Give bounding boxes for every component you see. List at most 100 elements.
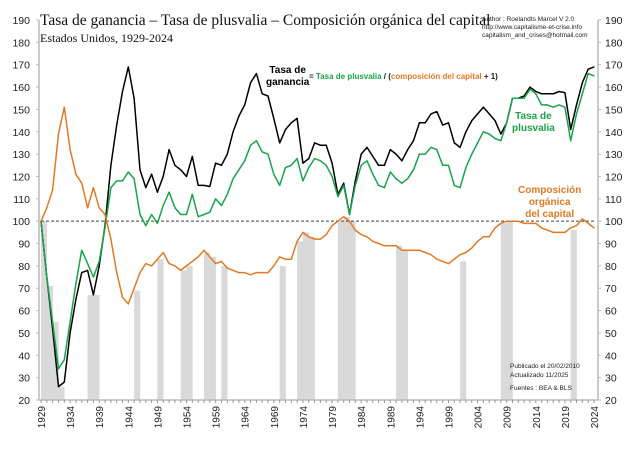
data-point-1	[127, 171, 129, 173]
data-point-2	[471, 247, 473, 249]
data-point-1	[488, 133, 490, 135]
data-point-0	[209, 185, 211, 188]
y-tick-label-left: 20	[18, 395, 30, 407]
data-point-1	[552, 106, 554, 108]
x-tick-label: 1984	[357, 406, 368, 429]
data-point-1	[424, 153, 426, 155]
data-point-1	[145, 225, 147, 227]
data-point-2	[226, 267, 228, 269]
data-point-0	[325, 144, 327, 146]
data-point-0	[535, 90, 537, 93]
label-tasa-de-plusvalia: Tasa de plusvalia	[512, 111, 555, 135]
recession-bar	[221, 265, 228, 400]
data-point-2	[110, 238, 112, 240]
data-point-2	[529, 222, 531, 225]
y-tick-label-right: 30	[605, 373, 617, 385]
recession-bar	[203, 252, 211, 400]
y-tick-label-left: 70	[18, 283, 30, 295]
data-point-0	[465, 131, 467, 133]
data-point-0	[116, 124, 118, 126]
x-tick-label: 2024	[590, 406, 601, 429]
data-point-0	[139, 169, 141, 171]
series-line-0	[40, 66, 595, 388]
recession-bar	[302, 232, 310, 400]
data-point-0	[383, 164, 386, 166]
author-name: Author : Roelandts Marcel V 2.0	[482, 16, 575, 23]
equation: = Tasa de plusvalia / (composición del c…	[309, 72, 498, 81]
recession-bar	[157, 259, 164, 400]
y-tick-label-left: 90	[18, 239, 30, 251]
data-point-1	[511, 97, 514, 99]
data-point-1	[354, 184, 356, 187]
data-point-0	[488, 113, 490, 115]
data-point-0	[436, 111, 438, 113]
y-tick-label-left: 160	[12, 82, 30, 94]
data-point-1	[249, 144, 252, 146]
data-point-2	[238, 271, 240, 274]
x-tick-label: 1994	[415, 406, 426, 429]
data-point-0	[226, 153, 228, 155]
data-point-2	[273, 265, 275, 267]
data-point-2	[372, 240, 374, 242]
data-point-1	[92, 276, 94, 278]
data-point-2	[302, 231, 304, 233]
y-tick-label-right: 40	[605, 350, 617, 362]
data-point-0	[372, 155, 374, 157]
data-point-1	[63, 359, 65, 361]
data-point-2	[476, 240, 479, 242]
recession-bar	[180, 270, 187, 400]
data-point-0	[203, 184, 205, 187]
data-point-0	[92, 294, 94, 296]
data-point-2	[215, 263, 217, 265]
chart-subtitle: Estados Unidos, 1929-2024	[40, 31, 173, 45]
data-point-2	[92, 187, 94, 189]
data-point-2	[185, 265, 188, 267]
data-point-0	[575, 104, 578, 106]
data-point-0	[494, 119, 496, 122]
data-point-1	[482, 131, 484, 133]
data-point-2	[209, 256, 211, 258]
label-line: del capital	[525, 209, 575, 220]
y-tick-label-right: 180	[605, 37, 623, 49]
data-point-1	[174, 207, 176, 209]
data-point-0	[418, 122, 420, 124]
data-point-1	[151, 213, 153, 216]
data-point-0	[69, 332, 71, 334]
data-point-1	[412, 169, 415, 171]
data-point-2	[360, 233, 362, 236]
data-point-2	[121, 296, 124, 298]
data-point-0	[442, 124, 444, 126]
recession-bar	[186, 265, 193, 400]
recession-bar	[41, 221, 48, 400]
data-point-1	[575, 113, 578, 115]
data-point-0	[476, 113, 479, 115]
data-point-1	[69, 321, 71, 323]
data-point-2	[63, 106, 65, 108]
y-tick-label-right: 120	[605, 171, 623, 183]
data-point-1	[313, 157, 316, 160]
data-point-0	[174, 164, 176, 166]
data-point-0	[395, 153, 397, 155]
data-point-2	[523, 222, 525, 225]
x-tick-label: 2009	[503, 406, 514, 429]
data-point-2	[40, 220, 42, 222]
data-point-1	[378, 184, 380, 187]
data-point-2	[313, 238, 316, 240]
data-point-1	[593, 75, 595, 77]
data-point-2	[436, 258, 438, 260]
data-point-1	[191, 193, 193, 195]
y-tick-label-left: 130	[12, 149, 30, 161]
data-point-1	[529, 88, 531, 90]
equation-slash: / (	[381, 72, 391, 81]
data-point-1	[389, 171, 391, 173]
data-point-0	[453, 142, 455, 144]
data-point-1	[57, 368, 60, 370]
data-point-0	[261, 93, 263, 95]
y-tick-label-left: 40	[18, 350, 30, 362]
data-point-0	[500, 133, 502, 135]
recession-bar	[209, 256, 216, 400]
data-point-0	[232, 131, 234, 133]
y-tick-label-left: 190	[12, 15, 30, 27]
data-point-1	[261, 151, 263, 153]
data-point-1	[325, 164, 327, 166]
